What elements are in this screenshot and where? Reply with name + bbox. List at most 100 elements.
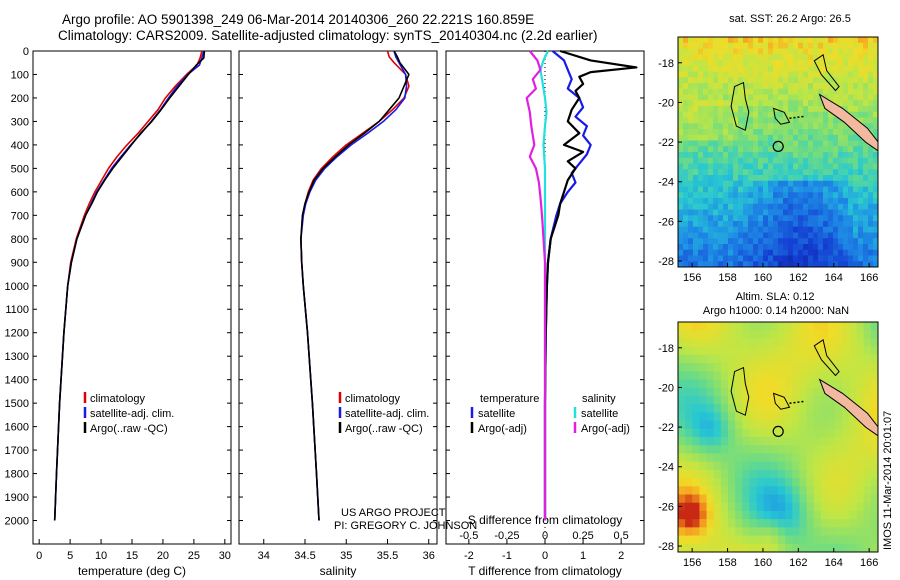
map-cell xyxy=(863,175,869,182)
map-cell xyxy=(799,510,808,520)
map-cell xyxy=(873,83,878,90)
map-cell xyxy=(868,146,874,153)
map-cell xyxy=(773,261,779,267)
map-cell xyxy=(693,192,699,199)
map-cell xyxy=(785,519,793,528)
map-cell xyxy=(738,123,744,130)
map-cell xyxy=(778,60,784,67)
map-cell xyxy=(818,48,824,55)
map-cell xyxy=(688,60,694,67)
map-cell xyxy=(783,209,789,216)
map-cell xyxy=(870,379,878,389)
x-tick-label: 34 xyxy=(258,550,270,562)
map-cell xyxy=(870,453,878,463)
map-cell xyxy=(856,428,865,438)
map-cell xyxy=(828,48,834,55)
map-cell xyxy=(820,527,829,537)
map-cell xyxy=(778,535,786,545)
x-tick-label: 0 xyxy=(542,550,548,562)
map-cell xyxy=(728,175,734,182)
map-cell xyxy=(863,244,869,251)
y-tick-label: 200 xyxy=(11,93,29,105)
map-cell xyxy=(863,48,869,55)
map-cell xyxy=(778,83,784,90)
map-cell xyxy=(873,221,878,228)
map-cell xyxy=(813,395,822,405)
map-cell xyxy=(803,261,809,267)
map-cell xyxy=(843,88,849,96)
map-cell xyxy=(833,255,839,262)
map-cell xyxy=(728,134,734,142)
map-cell xyxy=(708,152,714,159)
map-cell xyxy=(703,175,709,182)
map-cell xyxy=(685,363,693,372)
map-cell xyxy=(728,379,736,389)
header-line-1: Argo profile: AO 5901398_249 06-Mar-2014… xyxy=(62,12,535,27)
map-cell xyxy=(848,198,854,205)
map-cell xyxy=(798,175,804,182)
map-cell xyxy=(742,478,751,487)
map-cell xyxy=(718,117,724,124)
map-cell xyxy=(713,71,719,78)
map-cell xyxy=(799,330,808,340)
map-cell xyxy=(728,42,734,50)
map-cell xyxy=(770,437,779,446)
map-cell xyxy=(863,157,869,165)
map-cell xyxy=(838,163,844,170)
map-cell xyxy=(808,221,814,228)
map-cell xyxy=(713,152,719,159)
map-cell xyxy=(728,117,734,124)
map-cell xyxy=(773,175,779,182)
map-cell xyxy=(693,261,699,267)
map-cell xyxy=(753,54,759,61)
map-cell xyxy=(693,157,699,165)
map-cell xyxy=(748,255,754,262)
map-cell xyxy=(713,461,722,471)
map-cell xyxy=(703,244,709,251)
map-cell xyxy=(868,255,874,262)
map-cell xyxy=(698,129,704,136)
map-cell xyxy=(720,420,729,430)
map-cell xyxy=(793,232,799,239)
map-cell xyxy=(863,395,872,405)
map-cell xyxy=(803,77,809,84)
map-cell xyxy=(813,510,822,520)
map-cell xyxy=(678,420,686,430)
map-cell xyxy=(828,469,836,479)
map-cell xyxy=(692,445,701,455)
map-cell xyxy=(749,428,758,438)
map-cell xyxy=(806,387,815,397)
map-cell xyxy=(706,519,715,528)
map-cell xyxy=(720,379,729,389)
panel-frame xyxy=(238,50,438,545)
series-line-climatology xyxy=(300,50,410,521)
map-cell xyxy=(738,163,744,170)
map-cell xyxy=(863,226,869,234)
map-cell xyxy=(756,412,765,422)
map-cell xyxy=(758,180,764,188)
map-cell xyxy=(685,453,693,463)
map-cell xyxy=(863,437,872,446)
map-cell xyxy=(778,437,786,446)
map-cell xyxy=(699,387,708,397)
map-cell xyxy=(720,469,729,479)
map-cell xyxy=(758,186,764,193)
map-cell xyxy=(770,346,779,356)
map-cell xyxy=(742,486,751,496)
map-cell xyxy=(698,169,704,176)
map-cell xyxy=(828,445,836,455)
map-cell xyxy=(848,157,854,165)
map-cell xyxy=(742,387,751,397)
map-cell xyxy=(703,117,709,124)
map-cell xyxy=(753,100,759,107)
map-cell xyxy=(853,65,859,73)
map-cell xyxy=(858,175,864,182)
map-cell xyxy=(820,395,829,405)
map-cell xyxy=(692,346,701,356)
map-cell xyxy=(799,379,808,389)
map-cell xyxy=(698,140,704,147)
map-cell xyxy=(756,420,765,430)
map-cell xyxy=(823,215,829,222)
map-cell xyxy=(873,215,878,222)
map-cell xyxy=(693,48,699,55)
